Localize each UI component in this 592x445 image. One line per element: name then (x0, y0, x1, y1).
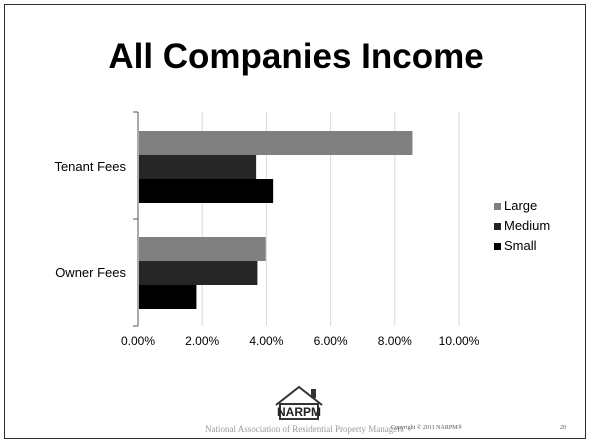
logo-text: NARPM (277, 405, 321, 419)
x-tick-label: 2.00% (185, 334, 219, 348)
bar-chart: 0.00% 2.00% 4.00% 6.00% 8.00% 10.00% Tenant F… (5, 5, 587, 440)
x-tick-label: 0.00% (121, 334, 155, 348)
legend: Large Medium Small (494, 198, 550, 253)
copyright: Copyright © 2011 NARPM® (391, 425, 462, 431)
bars (139, 131, 412, 309)
legend-swatch (494, 203, 501, 210)
legend-swatch (494, 223, 501, 230)
category-labels: Tenant Fees Owner Fees (54, 159, 126, 280)
bar-medium-owner-fees (139, 261, 257, 285)
legend-label: Large (504, 198, 537, 213)
bar-large-owner-fees (139, 237, 266, 261)
legend-label: Medium (504, 218, 550, 233)
axes (133, 112, 138, 326)
slide: All Companies Income 0.00% 2.00% 4.00% 6.00… (4, 4, 586, 439)
legend-label: Small (504, 238, 537, 253)
bar-medium-tenant-fees (139, 155, 256, 179)
bar-small-tenant-fees (139, 179, 273, 203)
x-tick-label: 8.00% (378, 334, 412, 348)
bar-large-tenant-fees (139, 131, 412, 155)
x-tick-label: 6.00% (314, 334, 348, 348)
legend-swatch (494, 243, 501, 250)
category-label: Tenant Fees (54, 159, 126, 174)
slide-number: 20 (560, 425, 566, 431)
x-tick-label: 4.00% (249, 334, 283, 348)
narpm-logo-icon: NARPM (271, 384, 327, 424)
category-label: Owner Fees (55, 265, 126, 280)
x-tick-label: 10.00% (439, 334, 480, 348)
bar-small-owner-fees (139, 285, 196, 309)
org-name: National Association of Residential Prop… (205, 424, 404, 434)
x-tick-labels: 0.00% 2.00% 4.00% 6.00% 8.00% 10.00% (121, 334, 480, 348)
